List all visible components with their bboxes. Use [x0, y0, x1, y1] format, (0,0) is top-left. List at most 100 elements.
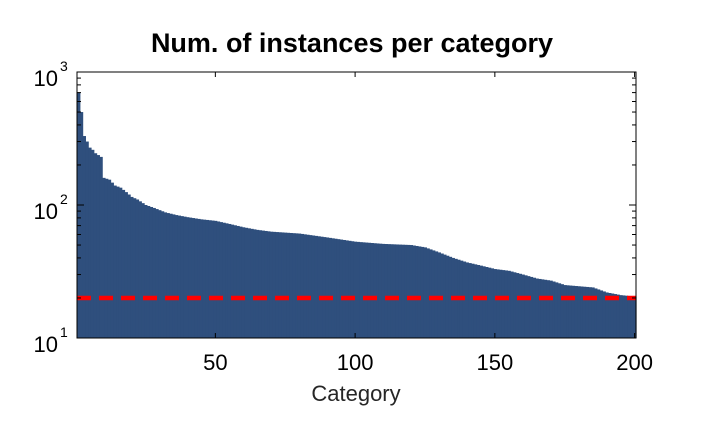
bar [479, 265, 483, 338]
bar [183, 216, 187, 338]
bar [205, 219, 209, 338]
bar [283, 232, 288, 338]
bar [373, 243, 377, 338]
bar [518, 273, 523, 338]
bar [155, 209, 159, 338]
bar [577, 286, 581, 338]
bar [138, 201, 142, 338]
bar [501, 270, 506, 338]
bar [356, 241, 360, 338]
bar [177, 215, 182, 338]
bar [532, 277, 536, 338]
bar [605, 292, 609, 338]
bar [96, 155, 100, 338]
bar [208, 220, 212, 338]
bar [135, 199, 140, 338]
bar [227, 223, 232, 338]
bar [404, 244, 408, 338]
bar [409, 245, 414, 338]
bar [158, 210, 162, 338]
bar [630, 296, 634, 338]
bar [311, 235, 316, 338]
bar [306, 234, 310, 338]
bar [535, 278, 539, 338]
bar [384, 244, 388, 338]
bar [406, 244, 411, 338]
bar [110, 182, 114, 338]
bar [169, 213, 173, 338]
bar [141, 203, 145, 338]
bar [258, 230, 263, 338]
bar [387, 244, 391, 338]
bars-group [77, 92, 637, 338]
bar [627, 295, 632, 338]
bar [236, 225, 240, 338]
bar [194, 218, 198, 338]
bar [174, 215, 179, 338]
bar [437, 252, 441, 338]
bar [93, 153, 98, 338]
x-tick-label: 150 [476, 350, 513, 375]
bar [588, 287, 592, 338]
bar [549, 280, 553, 338]
x-tick-label: 50 [203, 350, 227, 375]
bar [401, 244, 405, 338]
bar [334, 238, 338, 338]
bar [538, 278, 542, 338]
bar [513, 272, 517, 338]
bar [104, 178, 109, 338]
bar [342, 239, 346, 338]
bar [476, 265, 481, 338]
bar [594, 288, 598, 338]
x-tick-label: 100 [337, 350, 374, 375]
bar [314, 235, 318, 338]
bar [552, 281, 556, 338]
bar [202, 219, 207, 338]
bar [241, 227, 246, 338]
bar [596, 289, 601, 338]
bar [213, 220, 218, 338]
bar [166, 213, 170, 338]
bar [308, 235, 313, 338]
bar [376, 243, 380, 338]
bar [524, 275, 528, 338]
bar [116, 186, 120, 338]
ticks-group [77, 72, 636, 339]
bar [622, 295, 626, 338]
bar [292, 233, 296, 338]
bar [633, 296, 637, 338]
bar [560, 284, 564, 338]
bar [370, 243, 374, 338]
bar [348, 240, 352, 338]
bar [362, 242, 366, 338]
bar [613, 294, 618, 338]
bar [186, 217, 190, 338]
bar [278, 232, 282, 338]
bar [390, 244, 394, 338]
bar [325, 237, 330, 338]
bar [331, 238, 335, 338]
bar [107, 179, 112, 338]
bar [113, 185, 117, 338]
bar [272, 231, 277, 338]
bar [510, 271, 514, 338]
bar [233, 225, 237, 338]
bar [289, 232, 293, 338]
bar [163, 212, 168, 338]
bar [281, 232, 285, 338]
bar [216, 221, 221, 338]
bar [448, 256, 453, 338]
bar [345, 240, 349, 338]
bar [499, 269, 503, 338]
bar [199, 219, 204, 338]
bar [619, 295, 623, 338]
chart-title: Num. of instances per category [151, 28, 553, 58]
y-tick-exponent: 1 [60, 324, 68, 340]
bar [82, 136, 86, 338]
bar [482, 266, 486, 338]
bar [546, 280, 550, 338]
y-tick-label: 10 [34, 199, 58, 224]
bar [571, 285, 576, 338]
